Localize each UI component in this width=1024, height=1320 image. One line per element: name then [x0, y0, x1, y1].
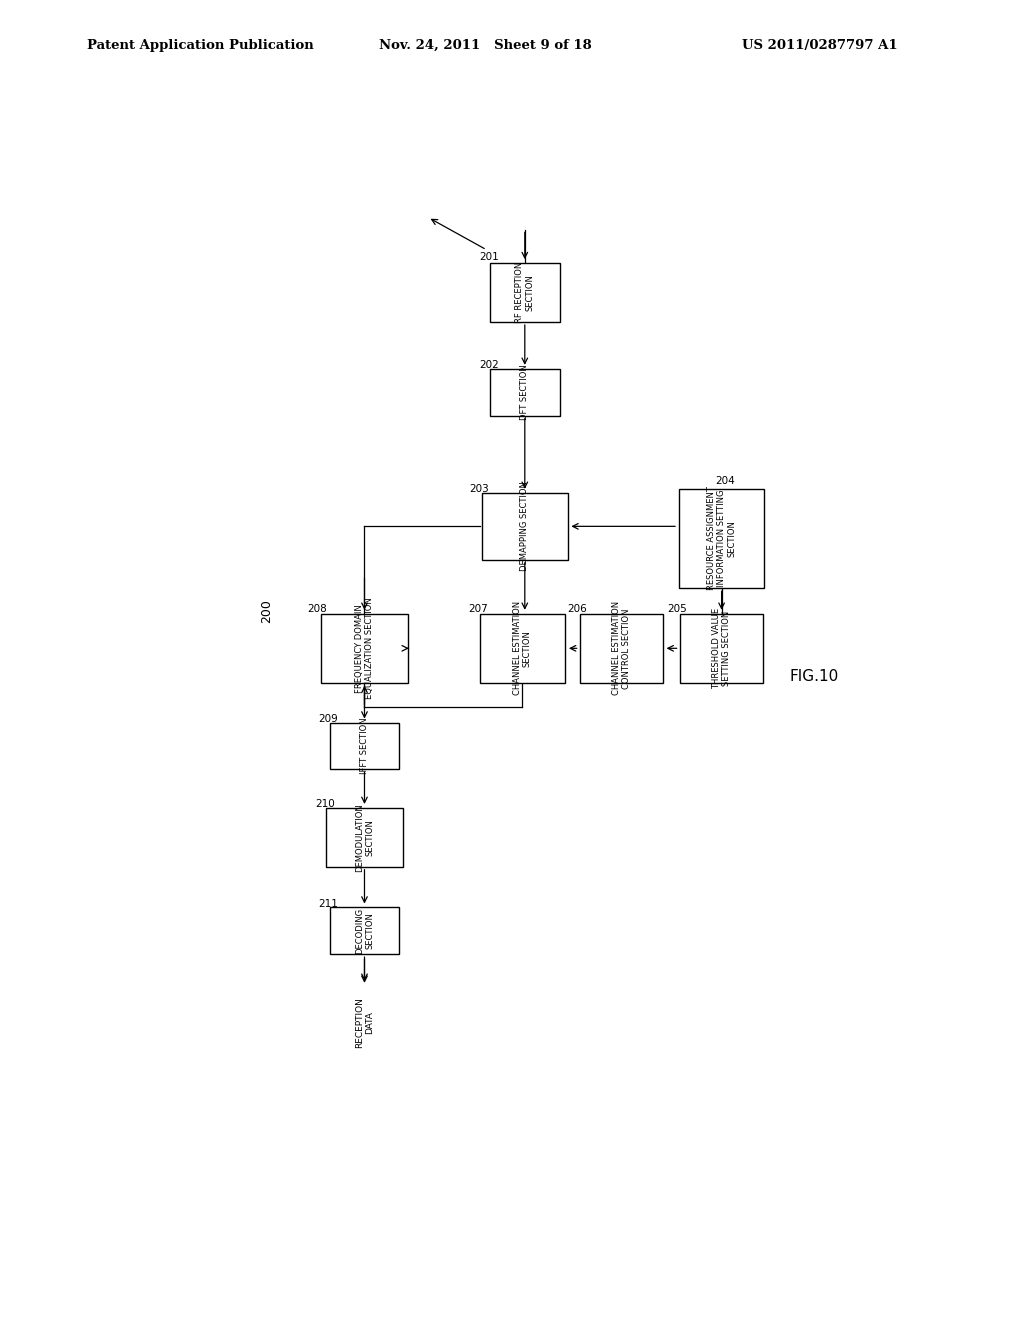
Bar [321, 614, 409, 682]
Text: FIG.10: FIG.10 [790, 669, 839, 684]
Text: RECEPTION
DATA: RECEPTION DATA [354, 997, 374, 1048]
Text: IFFT SECTION: IFFT SECTION [360, 718, 369, 775]
Bar [479, 614, 565, 682]
Text: FREQUENCY DOMAIN
EQUALIZATION SECTION: FREQUENCY DOMAIN EQUALIZATION SECTION [355, 598, 374, 700]
Text: 210: 210 [315, 799, 335, 809]
Text: RESOURCE ASSIGNMENT
INFORMATION SETTING
SECTION: RESOURCE ASSIGNMENT INFORMATION SETTING … [707, 487, 736, 590]
Bar [330, 722, 399, 770]
Text: 205: 205 [668, 603, 687, 614]
Text: 204: 204 [715, 475, 735, 486]
Text: Patent Application Publication: Patent Application Publication [87, 38, 313, 51]
Text: DEMAPPING SECTION: DEMAPPING SECTION [520, 482, 529, 572]
Text: CHANNEL ESTIMATION
SECTION: CHANNEL ESTIMATION SECTION [513, 601, 531, 696]
Text: 211: 211 [318, 899, 338, 908]
Text: CHANNEL ESTIMATION
CONTROL SECTION: CHANNEL ESTIMATION CONTROL SECTION [612, 601, 631, 696]
Text: 206: 206 [567, 603, 588, 614]
Bar [489, 368, 560, 416]
Bar [679, 488, 765, 589]
Text: DECODING
SECTION: DECODING SECTION [355, 908, 374, 954]
Bar [489, 263, 560, 322]
Text: 209: 209 [318, 714, 338, 723]
Text: 202: 202 [479, 360, 499, 370]
Text: DFT SECTION: DFT SECTION [520, 364, 529, 420]
Bar [680, 614, 763, 682]
Text: 203: 203 [469, 484, 489, 494]
Bar [482, 492, 567, 560]
Text: US 2011/0287797 A1: US 2011/0287797 A1 [742, 38, 898, 51]
Text: 208: 208 [307, 603, 327, 614]
Text: 201: 201 [479, 252, 499, 263]
Text: 207: 207 [468, 603, 488, 614]
Bar [581, 614, 663, 682]
Bar [330, 907, 399, 954]
Bar [326, 808, 403, 867]
Text: RF RECEPTION
SECTION: RF RECEPTION SECTION [515, 261, 535, 323]
Text: DEMODULATION
SECTION: DEMODULATION SECTION [355, 803, 374, 871]
Text: 200: 200 [260, 599, 273, 623]
Text: THRESHOLD VALUE
SETTING SECTION: THRESHOLD VALUE SETTING SECTION [712, 607, 731, 689]
Text: Nov. 24, 2011   Sheet 9 of 18: Nov. 24, 2011 Sheet 9 of 18 [379, 38, 592, 51]
